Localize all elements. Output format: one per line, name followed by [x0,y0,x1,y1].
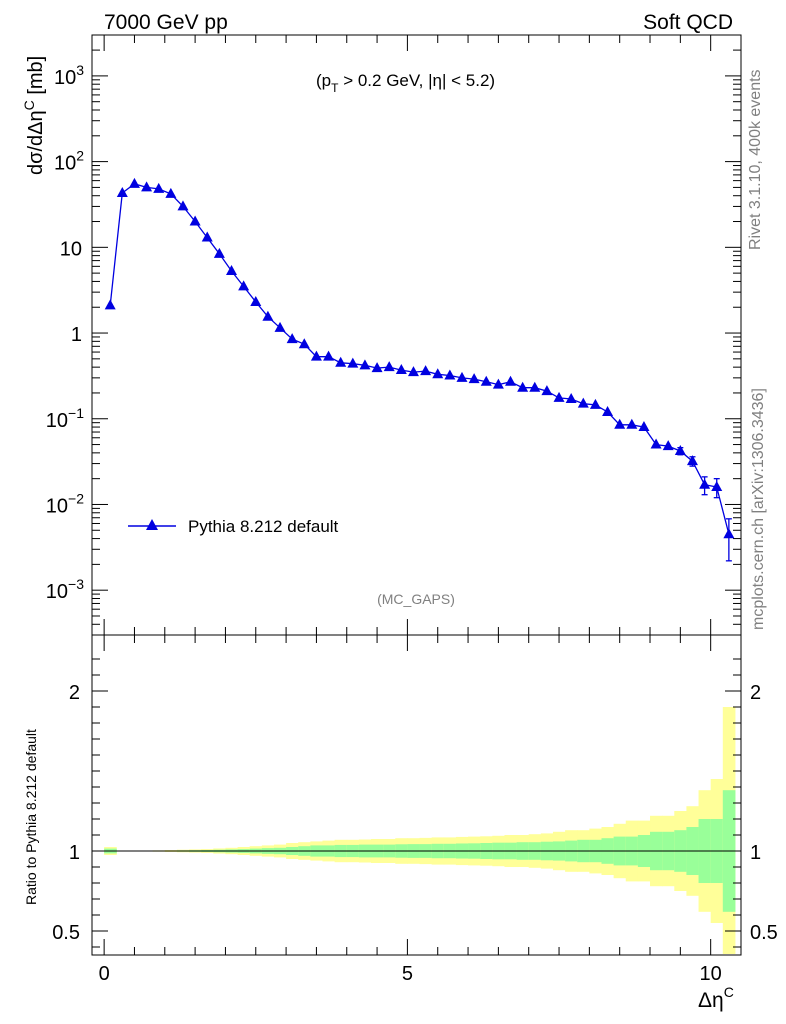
y-tick-label: 10 [60,238,82,260]
x-tick-labels: 0 5 10 [99,963,722,985]
data-point [565,393,577,404]
data-point [226,264,238,275]
x-tick-label: 10 [700,963,722,985]
data-point [468,373,480,384]
data-point [541,385,553,396]
data-point [626,418,638,429]
data-point [553,391,565,402]
data-point [395,364,407,375]
rivet-version-label: Rivet 3.1.10, 400k events [747,69,764,250]
legend-marker [146,519,158,530]
data-point [699,478,711,489]
data-point [432,368,444,379]
y-tick-label: 10−3 [46,576,84,603]
data-point [383,361,395,372]
x-axis-label: ΔηC [698,984,734,1012]
data-point [141,181,153,192]
data-point [456,371,468,382]
y-tick-label: 10−1 [46,405,84,432]
data-point [674,445,686,456]
data-point [286,333,298,344]
mcplots-reference-label: mcplots.cern.ch [arXiv:1306.3436] [750,388,767,630]
data-point [444,369,456,380]
data-point [492,378,504,389]
header-right-label: Soft QCD [643,11,733,34]
data-point [480,375,492,386]
ratio-y-tick-label-right: 1 [750,842,761,864]
data-point [335,356,347,367]
data-point [359,359,371,370]
data-point [577,397,589,408]
ratio-panel-ticks [92,635,741,955]
data-point [723,528,735,539]
data-point [347,357,359,368]
main-panel-frame [91,34,742,636]
y-tick-label: 102 [54,148,84,175]
ratio-panel-frame [91,634,742,956]
series-pythia [104,177,735,562]
data-point [638,421,650,432]
data-point [238,280,250,291]
data-point [517,381,529,392]
data-point [505,375,517,386]
data-point [589,398,601,409]
y-tick-label: 10−2 [46,490,84,517]
y-tick-label: 103 [54,62,84,89]
data-point [189,215,201,226]
cut-label: (pT > 0.2 GeV, |η| < 5.2) [316,71,495,95]
data-point [420,365,432,376]
analysis-watermark: (MC_GAPS) [377,591,455,607]
data-point [711,480,723,491]
data-point [165,187,177,198]
main-y-axis-label: dσ/dΔηC [mb] [21,56,47,175]
data-point [250,296,262,307]
ratio-y-tick-label-right: 0.5 [750,922,778,944]
data-point [104,299,116,310]
data-point [323,350,335,361]
data-point [407,366,419,377]
data-point [201,231,213,242]
data-point [686,455,698,466]
main-panel-ticks [92,34,741,636]
data-point [529,381,541,392]
ratio-y-tick-label-left: 0.5 [52,922,80,944]
ratio-y-tick-labels: 0.5 0.5 1 1 2 2 [52,682,778,944]
y-tick-label: 1 [71,324,82,346]
data-point [662,440,674,451]
ratio-bands [104,707,736,954]
data-point [614,418,626,429]
data-point [310,350,322,361]
data-point [650,438,662,449]
data-point [371,362,383,373]
ratio-y-axis-label: Ratio to Pythia 8.212 default [23,729,39,905]
series-line [109,183,730,535]
legend-label: Pythia 8.212 default [188,517,339,536]
data-point [213,247,225,258]
ratio-y-tick-label-left: 1 [69,842,80,864]
header-left-label: 7000 GeV pp [104,11,228,34]
data-point [274,321,286,332]
x-tick-label: 0 [99,963,110,985]
legend: Pythia 8.212 default [128,517,339,536]
ratio-y-tick-label-right: 2 [750,682,761,704]
data-point [128,177,140,188]
data-point [298,338,310,349]
data-point [262,310,274,321]
data-point [177,200,189,211]
ratio-y-tick-label-left: 2 [69,682,80,704]
data-point [602,405,614,416]
x-tick-label: 5 [402,963,413,985]
data-point [116,187,128,198]
data-point [153,182,165,193]
